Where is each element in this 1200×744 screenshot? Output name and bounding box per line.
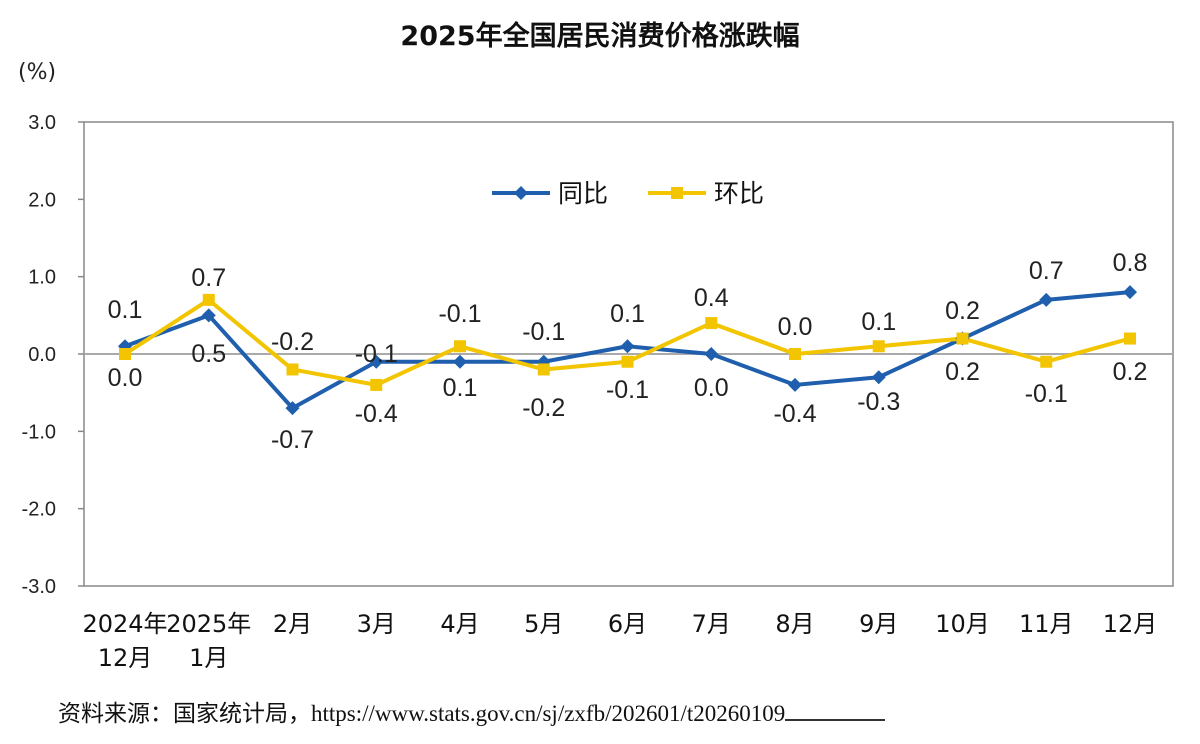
data-point-yoy — [201, 308, 216, 323]
y-tick-label: -2.0 — [22, 499, 56, 521]
y-axis-unit-label: (%) — [18, 60, 57, 85]
data-label-mom: 0.1 — [443, 374, 478, 402]
data-point-mom — [370, 378, 383, 391]
data-label-mom: -0.4 — [355, 400, 398, 428]
data-point-mom — [1040, 355, 1053, 368]
data-label-yoy: -0.1 — [438, 300, 481, 328]
source-note: 资料来源：国家统计局，https://www.stats.gov.cn/sj/z… — [58, 694, 886, 728]
y-tick-label: 1.0 — [28, 267, 56, 289]
x-tick-label: 12月 — [1103, 610, 1158, 638]
data-point-yoy — [369, 354, 384, 369]
data-point-mom — [1124, 332, 1136, 345]
data-label-mom: -0.2 — [271, 328, 314, 356]
x-tick-label: 1月 — [189, 644, 228, 672]
data-point-mom — [705, 317, 718, 330]
x-tick-label: 11月 — [1019, 610, 1074, 638]
x-tick-label: 4月 — [440, 610, 479, 638]
x-tick-label: 5月 — [524, 610, 563, 638]
data-label-yoy: 0.1 — [610, 300, 645, 328]
data-label-yoy: -0.1 — [522, 318, 565, 346]
data-label-yoy: -0.3 — [857, 388, 900, 416]
data-point-yoy — [1039, 292, 1054, 307]
data-label-yoy: -0.4 — [773, 400, 816, 428]
data-label-mom: 0.0 — [108, 364, 143, 392]
y-tick-label: 2.0 — [28, 189, 56, 211]
data-label-mom: 0.0 — [778, 313, 813, 341]
legend-label: 环比 — [714, 179, 764, 208]
x-tick-label: 2024年 — [82, 610, 167, 638]
x-tick-label: 7月 — [692, 610, 731, 638]
chart-title: 2025年全国居民消费价格涨跌幅 — [400, 21, 800, 52]
data-point-yoy — [620, 339, 635, 354]
x-tick-label: 12月 — [98, 644, 153, 672]
legend-label: 同比 — [558, 179, 608, 208]
data-label-mom: -0.2 — [522, 394, 565, 422]
data-label-yoy: 0.1 — [108, 296, 143, 324]
data-point-mom — [956, 332, 969, 345]
data-point-yoy — [285, 401, 300, 416]
data-point-mom — [454, 340, 466, 353]
x-tick-label: 8月 — [775, 610, 814, 638]
data-point-mom — [202, 293, 215, 306]
data-label-mom: 0.2 — [1113, 358, 1148, 386]
data-label-mom: -0.1 — [606, 376, 649, 404]
data-point-mom — [537, 363, 550, 376]
data-label-mom: 0.7 — [191, 264, 226, 292]
data-label-mom: 0.1 — [861, 308, 896, 336]
data-label-yoy: -0.7 — [271, 426, 314, 454]
data-label-mom: 0.2 — [945, 358, 980, 386]
data-point-mom — [119, 348, 131, 360]
data-label-mom: -0.1 — [1025, 380, 1068, 408]
x-tick-label: 10月 — [935, 610, 990, 638]
legend-marker — [514, 186, 528, 200]
x-tick-label: 2月 — [273, 610, 312, 638]
source-text: 资料来源：国家统计局，https://www.stats.gov.cn/sj/z… — [58, 701, 786, 726]
data-point-yoy — [871, 370, 886, 385]
data-point-yoy — [704, 347, 719, 361]
data-label-mom: 0.4 — [694, 284, 729, 312]
x-tick-label: 2025年 — [166, 610, 251, 638]
data-label-yoy: 0.5 — [191, 340, 226, 368]
x-tick-label: 3月 — [357, 610, 396, 638]
data-point-yoy — [1123, 285, 1137, 300]
x-tick-label: 6月 — [608, 610, 647, 638]
y-tick-label: 3.0 — [28, 112, 56, 134]
data-point-yoy — [453, 354, 467, 369]
y-tick-label: 0.0 — [28, 344, 56, 366]
data-label-yoy: 0.7 — [1029, 257, 1064, 285]
y-tick-label: -1.0 — [22, 421, 56, 443]
data-label-yoy: -0.1 — [355, 340, 398, 368]
data-label-yoy: 0.8 — [1113, 249, 1148, 277]
data-point-mom — [286, 363, 299, 376]
y-tick-label: -3.0 — [22, 576, 56, 598]
source-underline — [785, 701, 886, 721]
data-point-mom — [872, 340, 885, 353]
data-label-yoy: 0.2 — [945, 297, 980, 325]
data-label-yoy: 0.0 — [694, 374, 729, 402]
data-point-mom — [621, 355, 634, 368]
x-tick-label: 9月 — [859, 610, 898, 638]
data-point-mom — [789, 348, 801, 360]
data-point-yoy — [788, 377, 802, 392]
legend-marker — [671, 187, 683, 199]
